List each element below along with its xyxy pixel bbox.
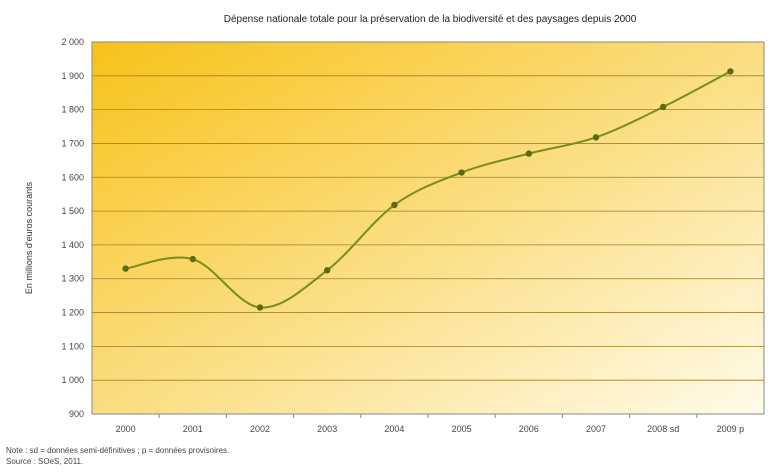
y-tick-label: 2 000: [61, 37, 84, 47]
y-tick-label: 1 000: [61, 375, 84, 385]
x-tick-label: 2009 p: [717, 424, 745, 434]
chart-note: Note : sd = données semi-définitives ; p…: [6, 446, 230, 455]
data-point: [525, 150, 532, 157]
y-tick-label: 1 400: [61, 240, 84, 250]
y-tick-label: 1 200: [61, 308, 84, 318]
plot-area: [91, 41, 765, 415]
y-tick-label: 1 900: [61, 71, 84, 81]
chart-title: Dépense nationale totale pour la préserv…: [224, 14, 637, 25]
data-point: [189, 255, 196, 263]
x-tick-label: 2002: [250, 424, 270, 434]
y-tick-label: 1 300: [61, 274, 84, 284]
y-tick-label: 1 800: [61, 105, 84, 115]
data-point: [727, 68, 734, 75]
x-tick-label: 2006: [519, 424, 539, 434]
gridlines: [92, 75, 764, 381]
x-tick-label: 2000: [116, 424, 136, 434]
series-line: [125, 70, 731, 309]
x-tick-label: 2004: [384, 424, 404, 434]
x-tick-label: 2003: [317, 424, 337, 434]
data-point: [660, 103, 667, 111]
data-point: [324, 267, 331, 274]
y-tick-label: 1 100: [61, 341, 84, 351]
chart-source: Source : SOeS, 2011.: [6, 457, 84, 466]
x-axis-ticks: 2000 2001 2002 2003 2004 2005 2006 2007 2008 sd 2…: [116, 414, 745, 434]
data-point: [256, 304, 264, 311]
y-tick-label: 900: [69, 409, 84, 419]
data-point: [391, 201, 398, 209]
x-tick-label: 2007: [586, 424, 606, 434]
y-axis-label: En millions d'euros courants: [24, 181, 34, 294]
y-tick-label: 1 600: [61, 172, 84, 182]
x-tick-label: 2008 sd: [647, 424, 679, 434]
data-markers: [122, 68, 734, 311]
data-point: [458, 169, 465, 176]
x-tick-label: 2005: [452, 424, 472, 434]
x-tick-label: 2001: [183, 424, 203, 434]
data-point: [592, 134, 600, 141]
data-point: [122, 265, 129, 272]
y-tick-label: 1 700: [61, 138, 84, 148]
y-tick-label: 1 500: [61, 206, 84, 216]
y-axis-ticks: 900 1 000 1 100 1 200 1 300 1 400 1 500 1 600 1 …: [61, 37, 84, 419]
